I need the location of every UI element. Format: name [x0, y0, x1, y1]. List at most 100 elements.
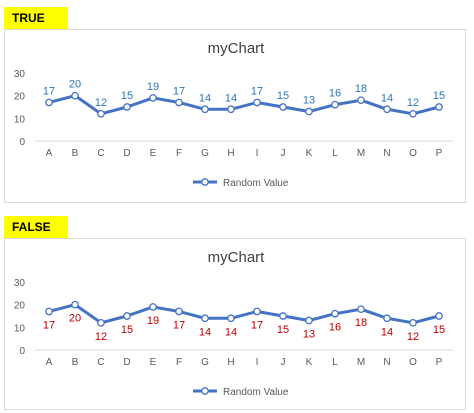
data-label: 15	[433, 324, 445, 336]
x-tick-label: P	[436, 357, 443, 368]
x-tick-label: K	[306, 148, 313, 159]
y-tick-label: 0	[19, 346, 25, 357]
data-point	[409, 318, 417, 327]
data-point	[435, 312, 443, 320]
x-tick-label: L	[332, 357, 338, 368]
chart-title: myChart	[208, 40, 266, 57]
data-point	[201, 105, 209, 114]
x-tick-label: H	[227, 148, 234, 159]
data-label: 13	[303, 329, 315, 341]
x-tick-label: N	[383, 148, 390, 159]
data-point	[97, 318, 105, 327]
data-point	[331, 309, 339, 318]
x-tick-label: H	[227, 357, 234, 368]
data-label: 17	[173, 85, 185, 97]
y-tick-label: 20	[14, 301, 26, 312]
data-point	[357, 305, 365, 314]
x-tick-label: L	[332, 148, 338, 159]
data-label: 16	[329, 88, 341, 100]
data-point	[435, 103, 443, 111]
y-tick-label: 10	[14, 323, 26, 334]
data-label: 17	[43, 85, 55, 97]
legend-label: Random Value	[223, 387, 289, 398]
data-label: 14	[225, 326, 237, 338]
x-tick-label: I	[256, 148, 259, 159]
data-label: 17	[251, 85, 263, 97]
x-tick-label: I	[256, 357, 259, 368]
x-tick-label: G	[201, 357, 209, 368]
data-point	[71, 91, 79, 100]
x-tick-label: E	[150, 148, 157, 159]
y-tick-label: 30	[14, 278, 26, 289]
x-tick-label: P	[436, 148, 443, 159]
data-point	[357, 96, 365, 105]
x-tick-label: O	[409, 148, 417, 159]
x-tick-label: G	[201, 148, 209, 159]
data-label: 20	[69, 79, 81, 91]
y-tick-label: 10	[14, 114, 26, 125]
data-point	[279, 103, 287, 111]
x-tick-label: C	[97, 357, 104, 368]
data-label: 15	[121, 324, 133, 336]
data-label: 20	[69, 313, 81, 325]
x-tick-label: O	[409, 357, 417, 368]
chart-false: myChart 0 10 20 30 A B C D E F G H I J K L M N O P 17 20 12 15 19…	[14, 249, 453, 398]
data-point	[71, 300, 79, 309]
chart-panel-true: myChart 0 10 20 30 A B C D E F G H I J K L M N O P 17 20 12 15 19…	[4, 29, 466, 203]
x-tick-label: J	[281, 148, 286, 159]
data-label: 14	[225, 92, 237, 104]
x-tick-label: B	[72, 148, 79, 159]
x-tick-label: D	[123, 357, 130, 368]
x-tick-label: A	[46, 148, 53, 159]
x-tick-label: D	[123, 148, 130, 159]
data-point	[331, 100, 339, 109]
data-point	[305, 107, 313, 116]
chart-title: myChart	[208, 249, 266, 266]
y-tick-label: 0	[19, 137, 25, 148]
data-label: 14	[199, 326, 211, 338]
data-label: 16	[329, 322, 341, 334]
series-line	[48, 94, 440, 116]
data-point	[253, 307, 261, 316]
data-label: 12	[407, 331, 419, 343]
data-label: 17	[251, 319, 263, 331]
data-point	[227, 105, 235, 114]
data-point	[227, 314, 235, 323]
data-label: 15	[277, 324, 289, 336]
false-label: FALSE	[4, 216, 68, 238]
data-label: 15	[433, 90, 445, 102]
data-point	[409, 109, 417, 118]
data-label: 19	[147, 315, 159, 327]
x-tick-label: M	[357, 357, 365, 368]
data-label: 15	[277, 90, 289, 102]
data-point	[97, 109, 105, 118]
x-tick-label: N	[383, 357, 390, 368]
data-point	[45, 307, 53, 316]
data-label: 12	[95, 331, 107, 343]
data-label: 12	[407, 97, 419, 109]
x-tick-label: B	[72, 357, 79, 368]
data-point	[123, 103, 131, 111]
data-point	[383, 314, 391, 323]
data-label: 15	[121, 90, 133, 102]
y-tick-label: 30	[14, 69, 26, 80]
data-point	[383, 105, 391, 114]
data-point	[279, 312, 287, 320]
data-label: 13	[303, 95, 315, 107]
chart-true: myChart 0 10 20 30 A B C D E F G H I J K L M N O P 17 20 12 15 19…	[14, 40, 453, 189]
x-tick-label: M	[357, 148, 365, 159]
data-point	[149, 303, 157, 311]
legend-label: Random Value	[223, 178, 289, 189]
data-point	[253, 98, 261, 107]
data-label: 14	[381, 326, 393, 338]
data-point	[305, 316, 313, 325]
data-label: 12	[95, 97, 107, 109]
data-label: 14	[381, 92, 393, 104]
y-tick-label: 20	[14, 92, 26, 103]
data-point	[149, 94, 157, 102]
data-label: 19	[147, 81, 159, 93]
data-label: 18	[355, 83, 367, 95]
chart-panel-false: myChart 0 10 20 30 A B C D E F G H I J K L M N O P 17 20 12 15 19…	[4, 238, 466, 410]
x-tick-label: F	[176, 357, 182, 368]
legend-marker-icon	[201, 387, 209, 395]
